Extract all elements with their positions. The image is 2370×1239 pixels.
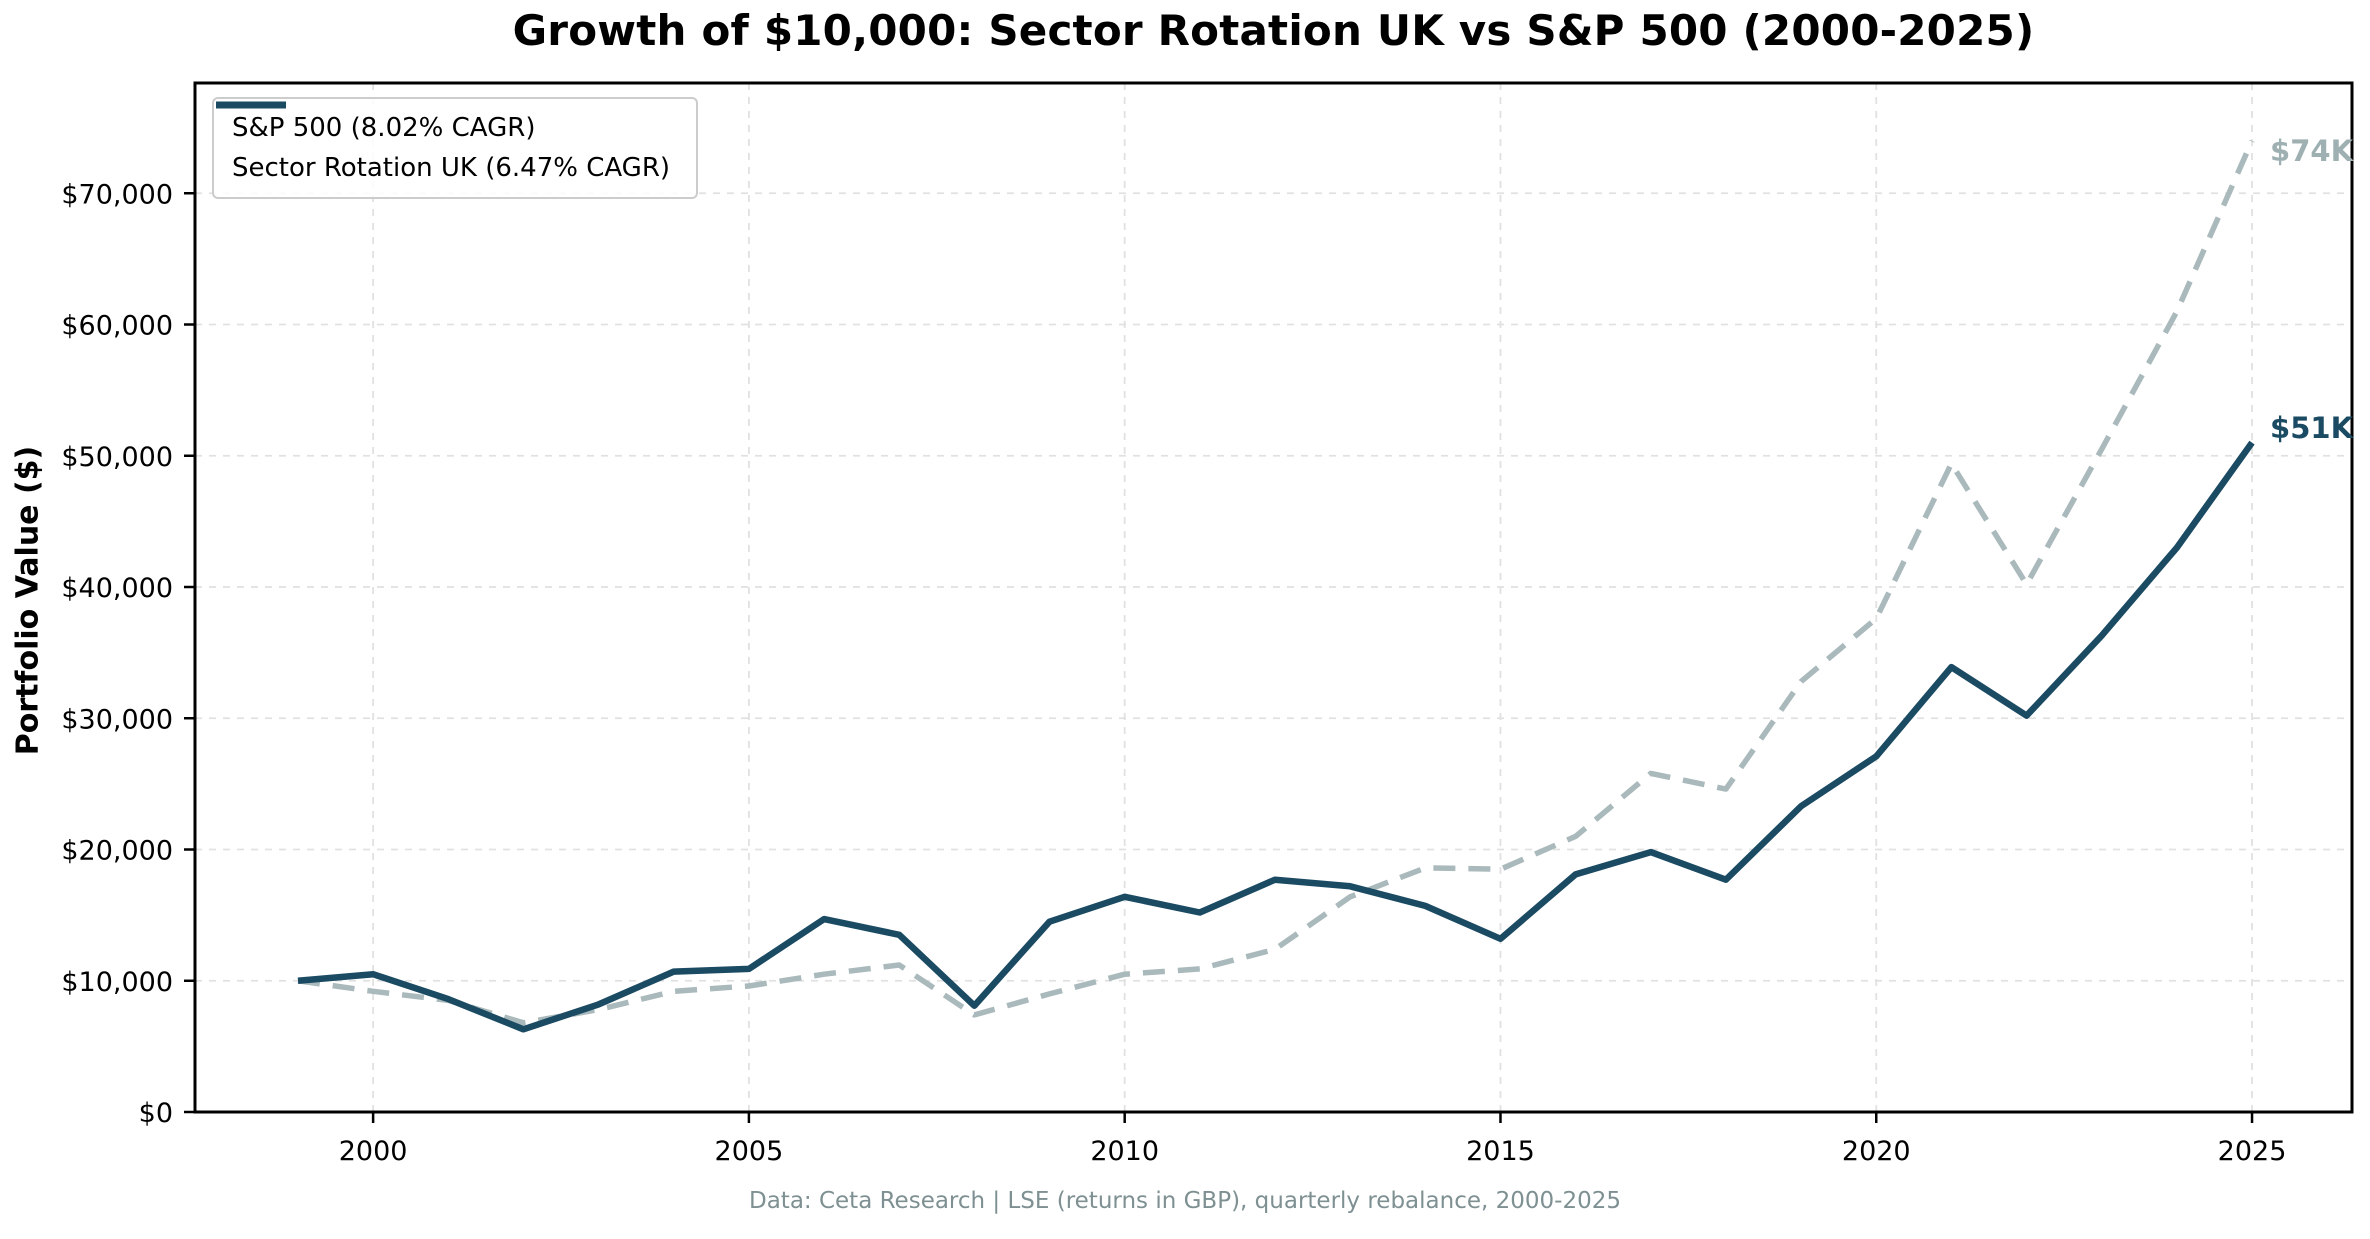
y-tick-label: $20,000 [61, 836, 173, 867]
plot-border [193, 81, 2354, 1114]
x-tick-label: 2005 [715, 1136, 784, 1167]
chart-title: Growth of $10,000: Sector Rotation UK vs… [512, 6, 2035, 55]
y-tick-label: $70,000 [61, 179, 173, 210]
endpoint-label-sp500: $74K [2270, 133, 2354, 168]
legend: S&P 500 (8.02% CAGR) Sector Rotation UK … [212, 97, 699, 199]
legend-label-sp500: S&P 500 (8.02% CAGR) [232, 113, 536, 143]
y-tick-label: $0 [139, 1098, 173, 1129]
x-tick-label: 2025 [2218, 1136, 2287, 1167]
y-tick-label: $60,000 [61, 311, 173, 342]
y-tick-label: $40,000 [61, 573, 173, 604]
legend-item-sector: Sector Rotation UK (6.47% CAGR) [216, 101, 671, 183]
endpoint-label-sector: $51K [2270, 410, 2354, 445]
y-tick-label: $30,000 [61, 704, 173, 735]
sector-solid-line-icon [216, 101, 286, 109]
x-tick-label: 2020 [1842, 1136, 1911, 1167]
footer-note: Data: Ceta Research | LSE (returns in GB… [749, 1188, 1621, 1214]
x-tick-label: 2010 [1090, 1136, 1159, 1167]
y-tick-label: $50,000 [61, 442, 173, 473]
x-tick-label: 2000 [339, 1136, 408, 1167]
sp500-line [297, 139, 2255, 1026]
legend-item-sp500: S&P 500 (8.02% CAGR) [216, 102, 670, 143]
sector-rotation-line [297, 440, 2255, 1033]
y-tick-label: $10,000 [61, 967, 173, 998]
x-tick-label: 2015 [1466, 1136, 1535, 1167]
legend-label-sector: Sector Rotation UK (6.47% CAGR) [232, 153, 671, 183]
y-axis-title: Portfolio Value ($) [10, 445, 46, 756]
